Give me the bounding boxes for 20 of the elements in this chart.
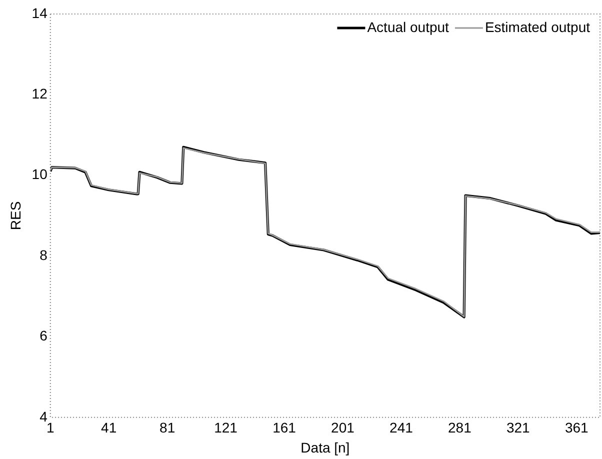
y-tick-label: 8 xyxy=(40,246,48,263)
y-tick-label: 14 xyxy=(32,4,48,21)
x-tick-label: 361 xyxy=(564,420,589,436)
x-tick-label: 241 xyxy=(390,420,414,436)
x-axis-title: Data [n] xyxy=(300,439,350,456)
legend-label: Estimated output xyxy=(484,18,590,35)
x-tick-label: 121 xyxy=(214,420,238,436)
y-tick-label: 4 xyxy=(40,408,48,424)
y-tick-label: 6 xyxy=(40,328,48,344)
x-tick-label: 281 xyxy=(448,420,472,436)
y-tick-label: 10 xyxy=(32,166,48,182)
legend-label: Actual output xyxy=(367,18,450,35)
x-tick-label: 81 xyxy=(160,420,176,436)
y-tick-label: 12 xyxy=(32,86,48,102)
x-tick-label: 161 xyxy=(272,420,296,436)
x-tick-label: 201 xyxy=(331,420,355,436)
x-tick-label: 41 xyxy=(101,420,117,436)
x-tick-label: 1 xyxy=(46,420,54,436)
y-axis-title: RES xyxy=(7,201,24,230)
x-tick-label: 321 xyxy=(506,420,530,436)
